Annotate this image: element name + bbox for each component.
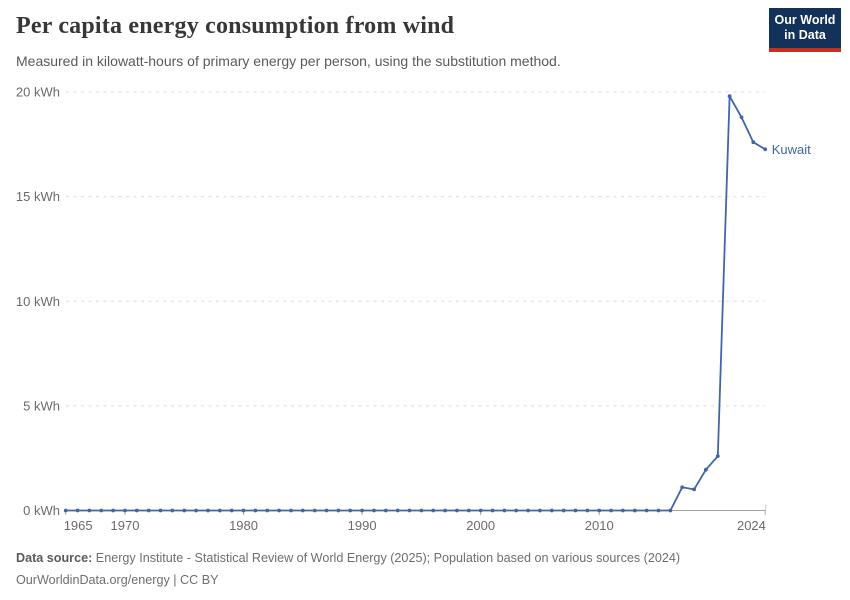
data-point: [75, 508, 80, 513]
data-point: [407, 508, 412, 513]
data-point: [170, 508, 175, 513]
y-axis-tick-label: 0 kWh: [23, 503, 60, 518]
data-point: [158, 508, 163, 513]
chart-subtitle: Measured in kilowatt-hours of primary en…: [16, 53, 561, 69]
data-point: [573, 508, 578, 513]
x-axis-tick-label: 1980: [229, 518, 258, 533]
data-point: [383, 508, 388, 513]
license-line: OurWorldinData.org/energy | CC BY: [16, 573, 219, 587]
data-point: [455, 508, 459, 513]
data-point: [99, 508, 104, 513]
data-point: [312, 508, 317, 513]
line-chart: 0 kWh 5 kWh 10 kWh 15 kWh 20 kWh 1965 1970 1980…: [16, 85, 811, 534]
data-point: [419, 508, 424, 513]
data-point: [704, 467, 708, 472]
data-point: [656, 508, 661, 513]
data-point: [372, 508, 376, 513]
data-point: [194, 508, 199, 513]
data-point: [336, 508, 341, 513]
data-point: [324, 508, 329, 513]
data-point: [668, 508, 673, 513]
data-point: [289, 508, 293, 513]
data-point: [561, 508, 566, 513]
data-source-label: Data source:: [16, 551, 93, 565]
data-point: [490, 508, 495, 513]
data-source-text: Energy Institute - Statistical Review of…: [92, 551, 681, 565]
data-point: [300, 508, 305, 513]
data-point: [229, 508, 234, 513]
y-axis-tick-label: 15 kWh: [16, 189, 60, 204]
series-end-label: Kuwait: [772, 142, 811, 157]
chart-footer: Data source: Energy Institute - Statisti…: [16, 547, 680, 591]
data-point: [538, 508, 542, 513]
data-point: [632, 508, 637, 513]
data-point: [395, 508, 400, 513]
owid-logo-line1: Our World: [774, 13, 836, 27]
data-point: [182, 508, 187, 513]
data-point: [277, 508, 281, 513]
data-point: [206, 508, 210, 513]
data-point: [692, 487, 696, 492]
x-axis-tick-label: 1965: [64, 518, 93, 533]
data-point: [727, 94, 732, 99]
data-point: [478, 508, 483, 513]
y-axis-tick-label: 10 kWh: [16, 294, 60, 309]
data-line: [64, 95, 767, 512]
x-axis-tick-label: 2000: [466, 518, 495, 533]
x-axis-tick-label: 1990: [348, 518, 377, 533]
data-point: [265, 508, 270, 513]
data-point: [514, 508, 519, 513]
data-point: [609, 508, 613, 513]
data-point: [466, 508, 471, 513]
data-point: [146, 508, 151, 513]
data-point: [443, 508, 447, 513]
x-axis-tick-label: 2024: [737, 518, 766, 533]
page-title: Per capita energy consumption from wind: [16, 13, 455, 39]
x-axis-tick-label: 2010: [585, 518, 614, 533]
data-point: [549, 508, 554, 513]
y-axis-tick-label: 5 kWh: [23, 398, 60, 413]
data-point: [739, 115, 744, 120]
y-axis-tick-label: 20 kWh: [16, 85, 60, 100]
data-point: [348, 508, 353, 513]
data-point: [597, 508, 602, 513]
data-point: [123, 508, 127, 513]
data-point: [680, 485, 685, 490]
data-point: [111, 508, 115, 513]
data-point: [253, 508, 258, 513]
data-point: [585, 508, 590, 513]
data-point: [63, 508, 68, 513]
owid-logo-line2: in Data: [784, 28, 826, 42]
data-point: [621, 508, 625, 513]
data-point: [241, 508, 246, 513]
owid-logo[interactable]: Our World in Data: [769, 8, 841, 52]
data-point: [751, 140, 756, 145]
data-point: [431, 508, 436, 513]
data-point: [763, 147, 768, 152]
data-point: [87, 508, 92, 513]
data-point: [644, 508, 649, 513]
data-point: [502, 508, 507, 513]
x-axis-tick-label: 1970: [111, 518, 140, 533]
data-point: [134, 508, 139, 513]
data-point: [360, 508, 364, 513]
data-point: [715, 454, 720, 458]
data-point: [217, 508, 222, 513]
data-source-line: Data source: Energy Institute - Statisti…: [16, 551, 680, 565]
data-point: [526, 508, 530, 513]
